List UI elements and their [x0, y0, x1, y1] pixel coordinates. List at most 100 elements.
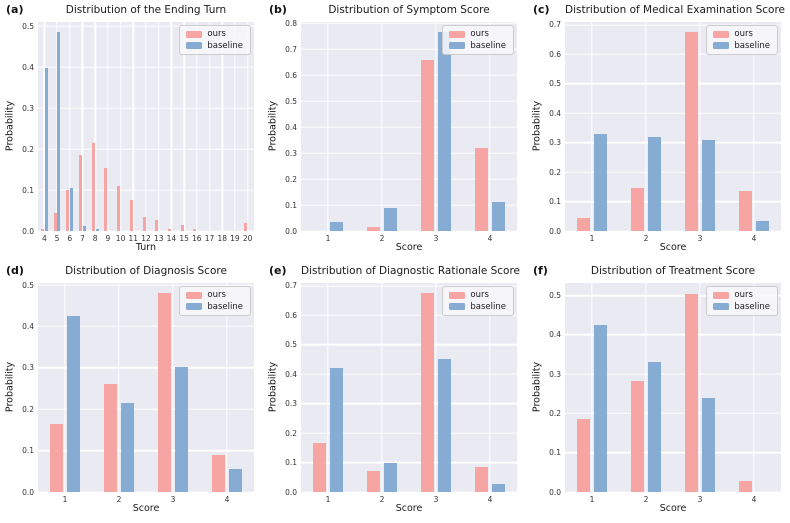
- y-tick-label: 0.8: [285, 18, 297, 28]
- bar-ours-1: [577, 419, 591, 492]
- ours-color-swatch: [713, 291, 730, 299]
- gridline-horizontal: [565, 452, 781, 454]
- legend-label-baseline: baseline: [470, 301, 506, 312]
- gridline-horizontal: [38, 367, 254, 369]
- gridline-vertical: [172, 283, 174, 492]
- legend: ours baseline: [442, 25, 514, 55]
- bar-ours-2: [367, 227, 381, 231]
- gridline-vertical: [119, 22, 122, 231]
- bar-ours-5: [53, 213, 57, 231]
- gridline-vertical: [43, 22, 46, 231]
- chart-title: Distribution of the Ending Turn: [65, 4, 227, 16]
- legend-item-ours: ours: [713, 291, 770, 300]
- bar-baseline-2: [383, 463, 397, 492]
- y-tick-label: 0.3: [22, 363, 34, 373]
- x-tick-label: 9: [105, 234, 111, 243]
- gridline-vertical: [381, 22, 383, 231]
- gridline-vertical: [591, 283, 593, 492]
- bar-ours-6: [66, 190, 70, 231]
- gridline-horizontal: [38, 491, 254, 493]
- bar-ours-7: [79, 155, 83, 231]
- x-tick-label: 10: [115, 234, 126, 243]
- legend-label-baseline: baseline: [470, 40, 506, 51]
- legend-item-ours: ours: [449, 30, 506, 39]
- plot-area: 0.0 0.1 0.2 0.3 0.4 0.5 0.6 0.7 0.8 1 2 3 4 ours basel…: [285, 20, 517, 242]
- x-tick-label: 5: [54, 234, 60, 243]
- chart-title: Distribution of Symptom Score: [328, 4, 490, 16]
- plot-area: 0.0 0.1 0.2 0.3 0.4 0.5 1 2 3 4 ours baseline: [22, 281, 254, 503]
- x-axis-label: Turn: [135, 242, 157, 253]
- y-tick-label: 0.4: [285, 122, 297, 132]
- x-tick-label: 3: [433, 495, 439, 504]
- y-tick-label: 0.5: [549, 290, 561, 300]
- x-tick-label: 4: [751, 234, 757, 243]
- gridline-horizontal: [301, 432, 517, 434]
- bar-baseline-1: [329, 368, 343, 492]
- bar-ours-3: [685, 32, 699, 231]
- plot-area: 0.0 0.1 0.2 0.3 0.4 0.5 0.6 0.7 1 2 3 4 ours baseline: [285, 282, 517, 503]
- y-tick-label: 0.3: [285, 398, 297, 408]
- panel-label-f: (f): [533, 264, 548, 277]
- legend-label-baseline: baseline: [734, 301, 770, 312]
- gridline-horizontal: [38, 284, 254, 286]
- chart-title: Distribution of Medical Examination Scor…: [565, 4, 785, 16]
- bar-baseline-4: [491, 483, 505, 492]
- bar-ours-2: [631, 381, 645, 492]
- y-tick-label: 0.3: [549, 137, 561, 147]
- y-tick-label: 0.4: [22, 321, 34, 331]
- bar-ours-3: [421, 293, 435, 492]
- y-axis-label: Probability: [267, 100, 279, 152]
- bar-ours-11: [129, 199, 133, 231]
- gridline-vertical: [158, 22, 160, 231]
- bar-ours-20: [244, 222, 248, 231]
- bar-baseline-1: [593, 325, 607, 492]
- x-axis-label: Score: [395, 242, 423, 253]
- x-tick-label: 1: [325, 234, 331, 243]
- y-tick-label: 0.6: [549, 49, 561, 59]
- x-tick-label: 11: [128, 234, 139, 243]
- y-axis-label: Probability: [531, 361, 543, 413]
- bar-ours-12: [142, 217, 146, 231]
- bar-baseline-4: [491, 202, 505, 231]
- y-tick-label: 0.6: [285, 310, 297, 320]
- bar-baseline-1: [593, 133, 607, 231]
- panel-label-b: (b): [269, 3, 287, 16]
- y-tick-label: 0.3: [549, 369, 561, 379]
- gridline-horizontal: [301, 204, 517, 206]
- y-tick-label: 0.3: [285, 148, 297, 158]
- gridline-horizontal: [301, 178, 517, 180]
- y-tick-label: 0.5: [22, 280, 34, 290]
- bar-ours-1: [50, 423, 64, 492]
- legend: ours baseline: [442, 286, 514, 316]
- gridline-vertical: [221, 22, 223, 231]
- gridline-vertical: [327, 22, 329, 231]
- bar-ours-15: [180, 225, 184, 231]
- panel-label-d: (d): [6, 264, 24, 277]
- bar-ours-1: [577, 217, 591, 231]
- gridline-vertical: [196, 22, 198, 231]
- gridline-vertical: [699, 22, 701, 231]
- legend-label-ours: ours: [207, 290, 226, 300]
- legend: ours baseline: [706, 25, 778, 55]
- gridline-vertical: [753, 283, 755, 492]
- bar-ours-4: [475, 466, 489, 492]
- bar-ours-1: [313, 443, 327, 492]
- legend: ours baseline: [706, 286, 778, 316]
- gridline-horizontal: [565, 412, 781, 415]
- bar-ours-2: [104, 384, 118, 492]
- bar-ours-13: [155, 219, 159, 231]
- bar-baseline-6: [70, 187, 74, 231]
- gridline-horizontal: [38, 449, 254, 452]
- y-tick-label: 0.1: [22, 185, 34, 195]
- ours-color-swatch: [186, 291, 203, 299]
- legend-label-baseline: baseline: [207, 40, 243, 51]
- legend-label-baseline: baseline: [207, 301, 243, 312]
- y-axis-label: Probability: [4, 100, 16, 152]
- gridline-vertical: [234, 22, 236, 231]
- gridline-horizontal: [565, 83, 781, 85]
- gridline-horizontal: [301, 230, 517, 232]
- subplot-c: (c) Distribution of Medical Examination …: [527, 0, 790, 261]
- x-tick-label: 1: [589, 495, 595, 504]
- y-tick-label: 0.0: [22, 226, 34, 236]
